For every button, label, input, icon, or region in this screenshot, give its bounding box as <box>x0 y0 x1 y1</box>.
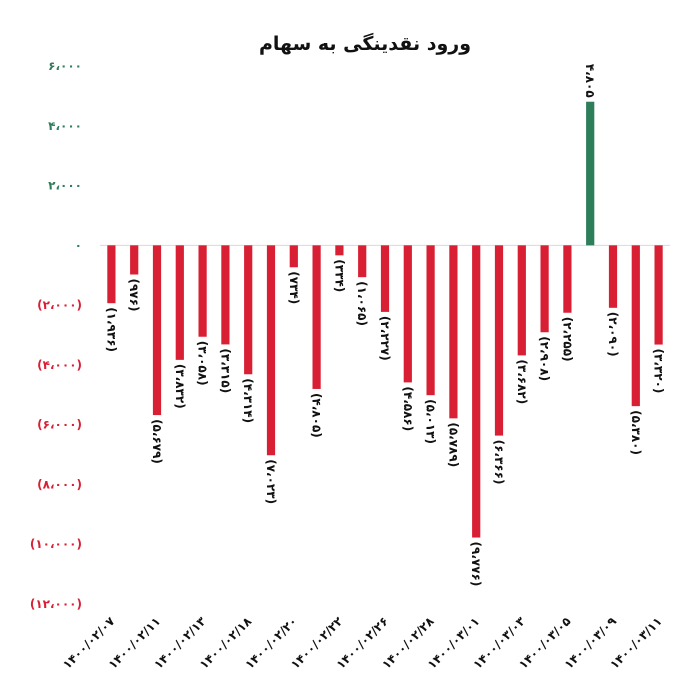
bar-value-label: (۲،۹۰۸) <box>538 336 552 381</box>
y-tick-label: ۰ <box>75 238 82 252</box>
y-tick-label: (۴،۰۰۰) <box>37 358 82 372</box>
bar <box>631 245 640 407</box>
bar-value-label: (۲،۲۵۵) <box>560 317 574 362</box>
bar-value-label: ۴،۸۰۵ <box>583 64 597 98</box>
bar-value-label: (۹۷۶) <box>127 279 141 312</box>
bar <box>244 245 253 375</box>
bar <box>449 245 458 419</box>
y-tick-label: (۸،۰۰۰) <box>37 477 82 491</box>
bar-value-label: (۳،۳۲۰) <box>652 349 666 394</box>
bar <box>130 245 139 275</box>
y-tick-label: (۲،۰۰۰) <box>37 298 82 312</box>
bar <box>608 245 618 308</box>
bar-value-label: (۲،۰۹۰) <box>606 312 620 357</box>
bar <box>198 245 207 337</box>
bar <box>426 245 435 396</box>
bar <box>266 245 276 456</box>
bar <box>358 245 367 278</box>
bar <box>403 245 412 383</box>
bar <box>586 101 595 246</box>
y-tick-label: ۶،۰۰۰ <box>48 59 82 73</box>
bar <box>107 245 116 304</box>
bar-value-label: (۷۳۴) <box>287 271 301 304</box>
bar-value-label: (۴،۵۸۶) <box>401 386 415 431</box>
bar-value-label: (۹،۷۷۶) <box>469 542 483 587</box>
bars <box>107 101 663 538</box>
y-tick-label: (۶،۰۰۰) <box>37 418 82 432</box>
bar <box>654 245 663 345</box>
bar <box>335 245 344 256</box>
bar <box>289 245 298 268</box>
y-tick-label: (۱۲،۰۰۰) <box>30 597 82 611</box>
x-axis-ticks: ۱۴۰۰/۰۲/۰۷۱۴۰۰/۰۲/۱۱۱۴۰۰/۰۲/۱۳۱۴۰۰/۰۲/۱۸… <box>60 614 665 672</box>
bar-value-label: (۵،۳۸۰) <box>629 410 643 455</box>
bar-value-label: (۱،۹۳۶) <box>104 307 118 352</box>
y-tick-label: ۴،۰۰۰ <box>48 119 82 133</box>
bar-value-label: (۳۳۴) <box>332 259 346 292</box>
bar-value-label: (۶،۳۶۶) <box>492 440 506 485</box>
bar <box>175 245 184 360</box>
bar <box>221 245 230 345</box>
bar <box>472 245 481 538</box>
y-tick-label: (۱۰،۰۰۰) <box>30 537 82 551</box>
bar <box>312 245 321 389</box>
bar-value-label: (۳،۰۵۸) <box>196 341 210 386</box>
bar-value-label: (۱،۰۶۵) <box>355 281 369 326</box>
bar-value-label: (۵،۷۸۹) <box>446 422 460 467</box>
bar-value-label: (۵،۶۷۹) <box>150 419 164 464</box>
bar <box>517 245 526 356</box>
bar <box>152 245 162 416</box>
y-axis-ticks: ۶،۰۰۰ ۴،۰۰۰ ۲،۰۰۰ ۰ (۲،۰۰۰) (۴،۰۰۰) (۶،۰۰۰) (۸،… <box>30 59 82 611</box>
bar-value-label: (۳،۳۱۵) <box>218 348 232 393</box>
bar-value-label: (۳،۸۳۲) <box>173 364 187 409</box>
bar-value-label: (۵،۰۱۳) <box>424 399 438 444</box>
y-tick-label: ۲،۰۰۰ <box>48 179 82 193</box>
bar <box>563 245 572 313</box>
data-labels: (۱،۹۳۶) (۹۷۶) (۵،۶۷۹) (۳،۸۳۲) (۳،۰۵۸) (۳،۳۱۵)… <box>104 64 665 586</box>
bar <box>380 245 390 312</box>
bar <box>494 245 504 436</box>
bar-value-label: (۴،۸۰۵) <box>310 393 324 438</box>
bar <box>540 245 549 333</box>
bar-value-label: (۷،۰۲۳) <box>264 459 278 504</box>
bar-value-label: (۳،۶۸۲) <box>515 359 529 404</box>
bar-value-label: (۴،۳۱۴) <box>241 378 255 423</box>
chart-title: ورود نقدینگی به سهام <box>259 32 471 55</box>
bar-value-label: (۲،۲۲۷) <box>378 316 392 361</box>
